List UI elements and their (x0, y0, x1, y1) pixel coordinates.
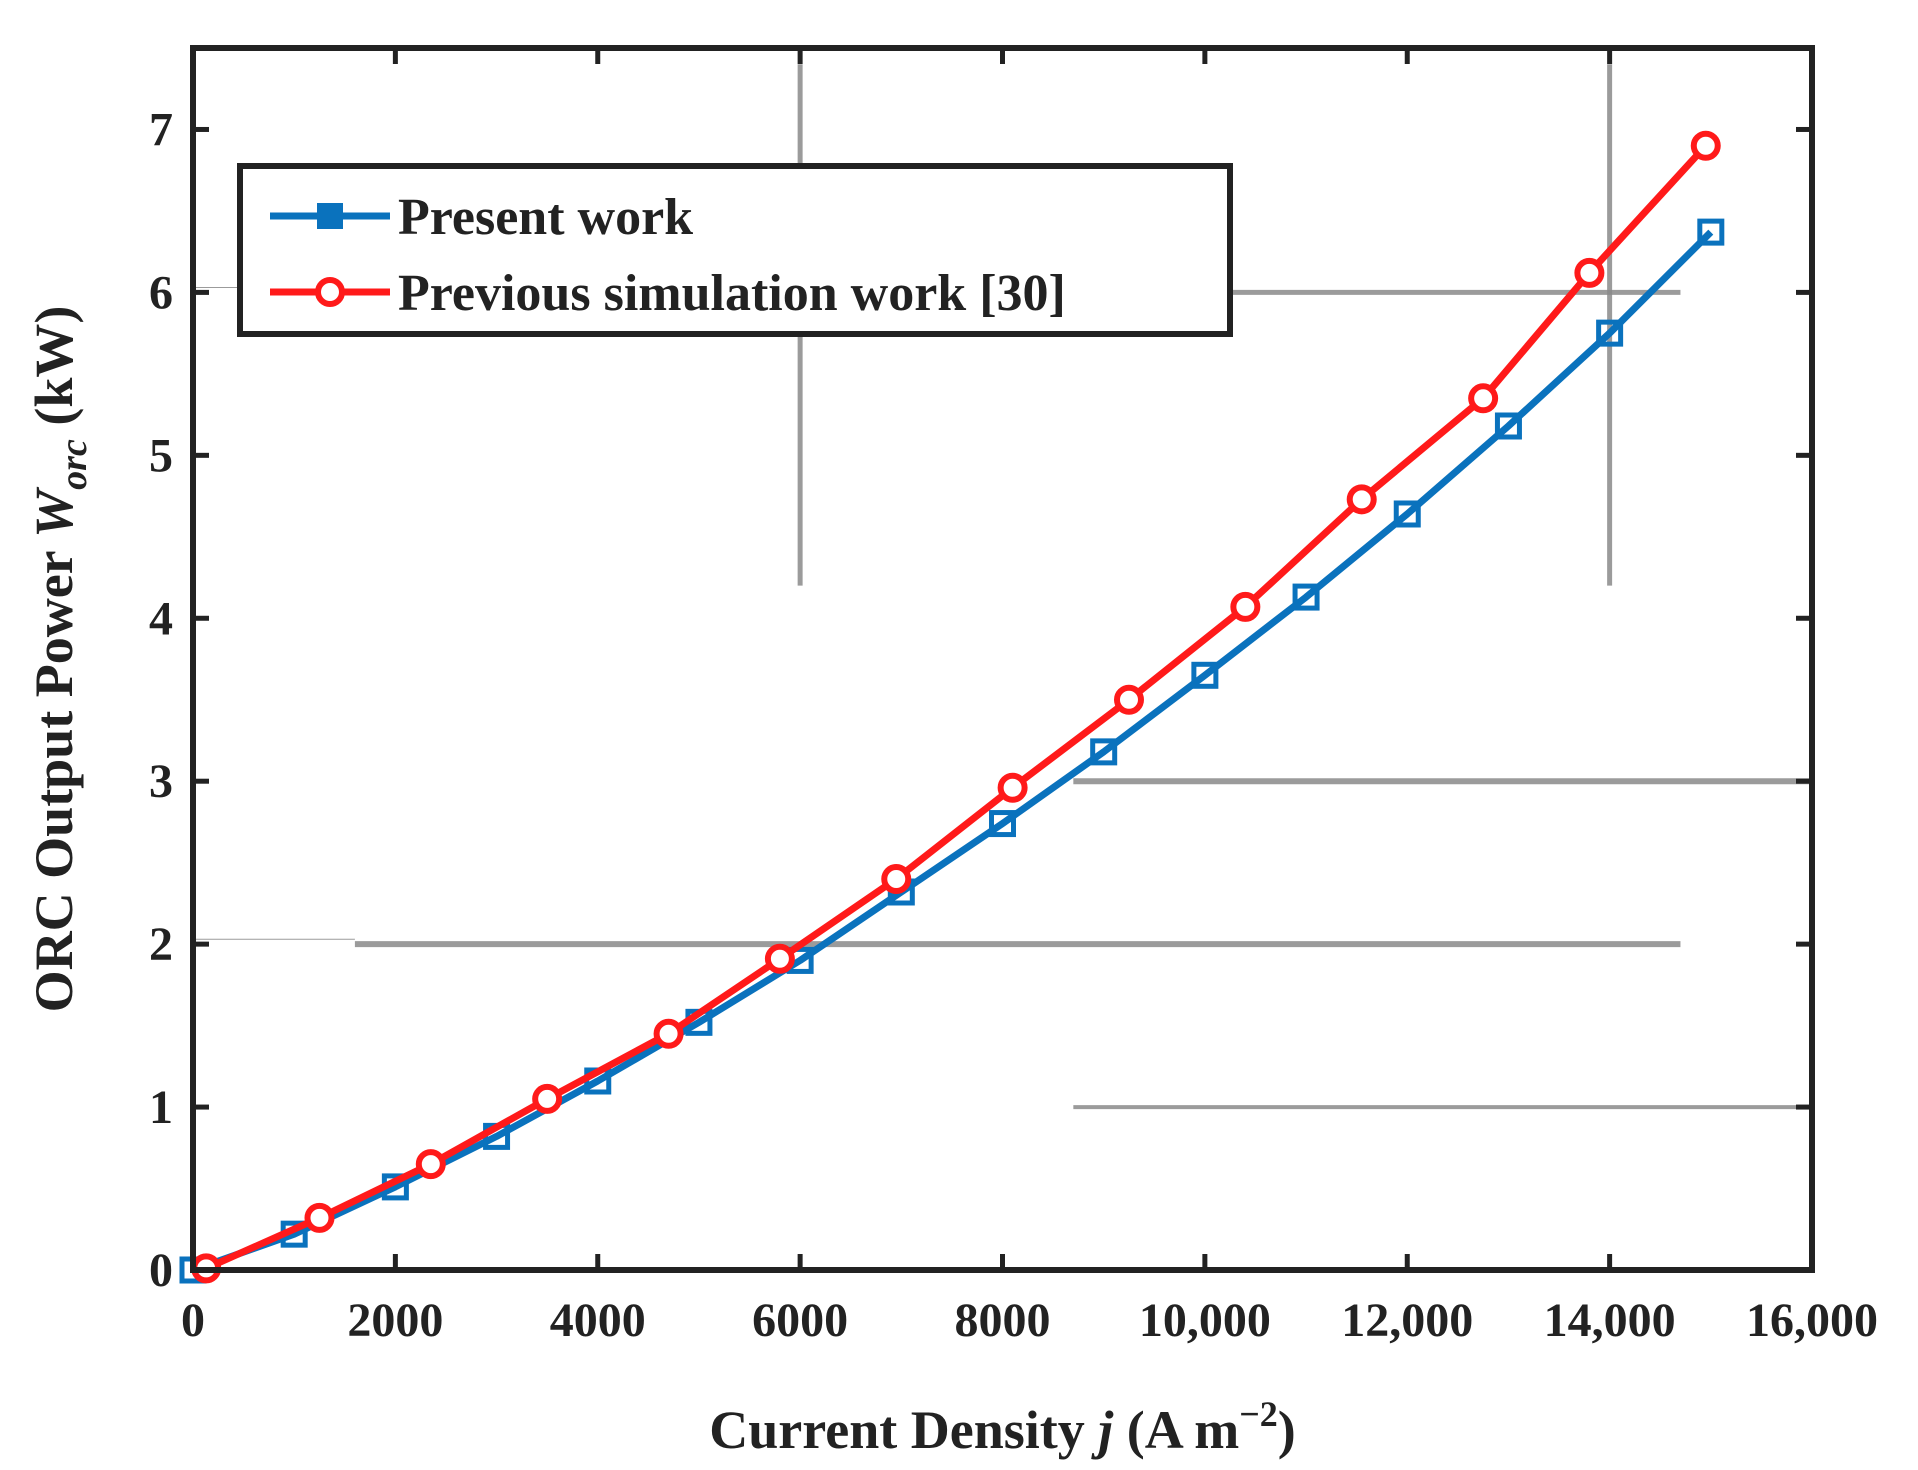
y-tick-label: 2 (149, 918, 173, 971)
x-tick-label: 10,000 (1139, 1294, 1271, 1347)
series-2 (191, 130, 1721, 1284)
data-point (881, 863, 912, 894)
series-line (204, 143, 1709, 1272)
y-tick-label: 1 (149, 1081, 173, 1134)
data-point (304, 1202, 335, 1233)
y-tick-label: 0 (149, 1244, 173, 1297)
data-point (1090, 738, 1118, 766)
y-tick-label: 3 (149, 755, 173, 808)
x-tick-label: 14,000 (1544, 1294, 1676, 1347)
data-point (1292, 583, 1320, 611)
legend-box (237, 163, 1233, 337)
x-tick-label: 0 (181, 1294, 205, 1347)
y-tick-label: 7 (149, 103, 173, 156)
x-tick-label: 16,000 (1746, 1294, 1878, 1347)
data-point (989, 810, 1016, 838)
x-tick-label: 12,000 (1341, 1294, 1473, 1347)
data-point (764, 943, 795, 974)
data-point (1393, 500, 1421, 528)
data-point (1230, 591, 1261, 622)
series-1 (179, 218, 1725, 1284)
legend-label: Present work (398, 189, 693, 246)
data-point (1191, 661, 1219, 689)
x-tick-label: 8000 (955, 1294, 1051, 1347)
y-tick-label: 4 (149, 592, 173, 645)
y-tick-label: 6 (149, 266, 173, 319)
data-point (1596, 319, 1624, 347)
legend: Present work Previous simulation work [30… (237, 163, 1233, 337)
x-tick-label: 4000 (550, 1294, 646, 1347)
x-tick-label: 2000 (347, 1294, 443, 1347)
data-point (1468, 383, 1499, 414)
legend-marker (315, 277, 345, 307)
legend-marker (317, 203, 343, 229)
data-point (1690, 130, 1721, 161)
legend-label: Previous simulation work [30] (398, 265, 1066, 322)
series-line (191, 229, 1714, 1274)
axes-layer: 0 2000 4000 6000 8000 10,000 12,000 14,000 16,00… (24, 45, 1878, 1460)
x-tick-label: 6000 (752, 1294, 848, 1347)
data-point (1574, 257, 1605, 288)
data-point (532, 1083, 563, 1114)
y-tick-label: 5 (149, 429, 173, 482)
series-layer (179, 130, 1725, 1284)
data-point (1494, 412, 1522, 440)
data-point (415, 1149, 446, 1180)
x-axis-title: Current Density j (A m−2) (709, 1394, 1295, 1460)
y-axis-title: ORC Output Power Worc (kW) (24, 306, 95, 1013)
data-point (997, 772, 1028, 803)
data-point (653, 1018, 684, 1049)
data-point (1113, 684, 1144, 715)
data-point (1697, 218, 1725, 246)
data-point (1346, 484, 1377, 515)
